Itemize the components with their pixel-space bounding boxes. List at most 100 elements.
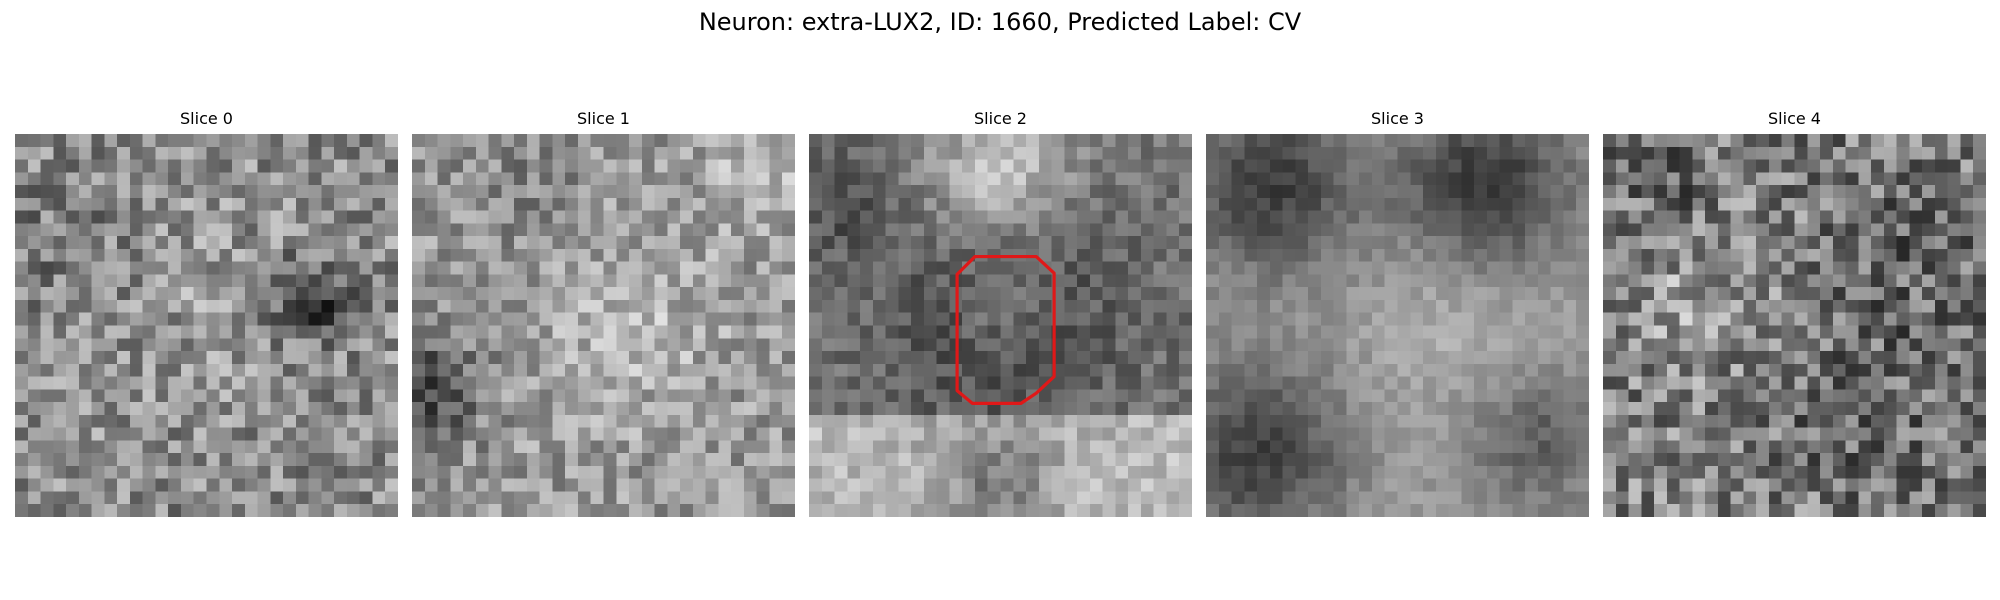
pixel-cell [552,185,566,199]
pixel-cell [1603,146,1617,160]
pixel-cell [1359,210,1373,224]
pixel-cell [616,414,630,428]
pixel-cell [66,338,80,352]
pixel-cell [1756,338,1770,352]
pixel-cell [885,248,899,262]
pixel-cell [283,504,297,517]
pixel-cell [1461,236,1475,250]
pixel-cell [1308,299,1322,313]
pixel-cell [1346,453,1360,467]
pixel-cell [66,287,80,301]
pixel-cell [1756,478,1770,492]
pixel-cell [66,134,80,148]
pixel-cell [1397,478,1411,492]
pixel-cell [129,185,143,199]
pixel-cell [1359,287,1373,301]
pixel-cell [1308,389,1322,403]
pixel-cell [1537,478,1551,492]
pixel-cell [168,453,182,467]
pixel-cell [1654,440,1668,454]
pixel-cell [616,172,630,186]
pixel-cell [1615,478,1629,492]
pixel-cell [1410,478,1424,492]
pixel-cell [463,440,477,454]
pixel-cell [756,210,770,224]
pixel-cell [1397,159,1411,173]
pixel-cell [1231,261,1245,275]
pixel-cell [526,274,540,288]
pixel-cell [501,351,515,365]
pixel-cell [488,363,502,377]
pixel-cell [1128,338,1142,352]
pixel-cell [104,197,118,211]
pixel-cell [1461,172,1475,186]
pixel-cell [1282,223,1296,237]
pixel-cell [1871,261,1885,275]
pixel-cell [1576,274,1589,288]
pixel-cell [1371,491,1385,505]
pixel-cell [1346,389,1360,403]
pixel-cell [78,376,92,390]
pixel-cell [1794,146,1808,160]
pixel-cell [1922,504,1936,517]
pixel-cell [1282,363,1296,377]
pixel-cell [603,491,617,505]
pixel-cell [539,389,553,403]
pixel-cell [743,325,757,339]
pixel-cell [1000,363,1014,377]
pixel-cell [206,504,220,517]
pixel-cell [1705,210,1719,224]
pixel-cell [1576,185,1589,199]
pixel-cell [463,274,477,288]
pixel-cell [1807,274,1821,288]
pixel-cell [244,197,258,211]
pixel-cell [705,172,719,186]
pixel-cell [53,197,67,211]
pixel-cell [78,185,92,199]
pixel-cell [346,453,360,467]
pixel-cell [1320,402,1334,416]
pixel-cell [590,236,604,250]
pixel-cell [1947,338,1961,352]
pixel-cell [1320,427,1334,441]
pixel-cell [923,146,937,160]
pixel-cell [308,325,322,339]
pixel-cell [117,248,131,262]
pixel-cell [1013,287,1027,301]
pixel-cell [577,351,591,365]
pixel-cell [308,185,322,199]
pixel-cell [1768,351,1782,365]
pixel-cell [27,274,41,288]
pixel-cell [667,414,681,428]
pixel-cell [180,402,194,416]
pixel-cell [629,465,643,479]
pixel-cell [641,363,655,377]
pixel-cell [1499,146,1513,160]
pixel-cell [1756,223,1770,237]
pixel-cell [66,478,80,492]
pixel-cell [1832,465,1846,479]
pixel-cell [1512,338,1526,352]
pixel-cell [450,299,464,313]
pixel-cell [743,274,757,288]
pixel-cell [1461,465,1475,479]
pixel-cell [705,427,719,441]
pixel-cell [1295,146,1309,160]
pixel-cell [1435,440,1449,454]
pixel-cell [1359,351,1373,365]
pixel-cell [1231,287,1245,301]
pixel-cell [1077,299,1091,313]
pixel-cell [180,338,194,352]
pixel-cell [1615,402,1629,416]
pixel-cell [629,338,643,352]
pixel-cell [1308,197,1322,211]
pixel-cell [590,325,604,339]
pixel-cell [1858,376,1872,390]
pixel-cell [1832,351,1846,365]
pixel-cell [1641,414,1655,428]
pixel-cell [27,325,41,339]
pixel-cell [885,172,899,186]
pixel-cell [129,440,143,454]
pixel-cell [475,453,489,467]
pixel-cell [782,363,795,377]
